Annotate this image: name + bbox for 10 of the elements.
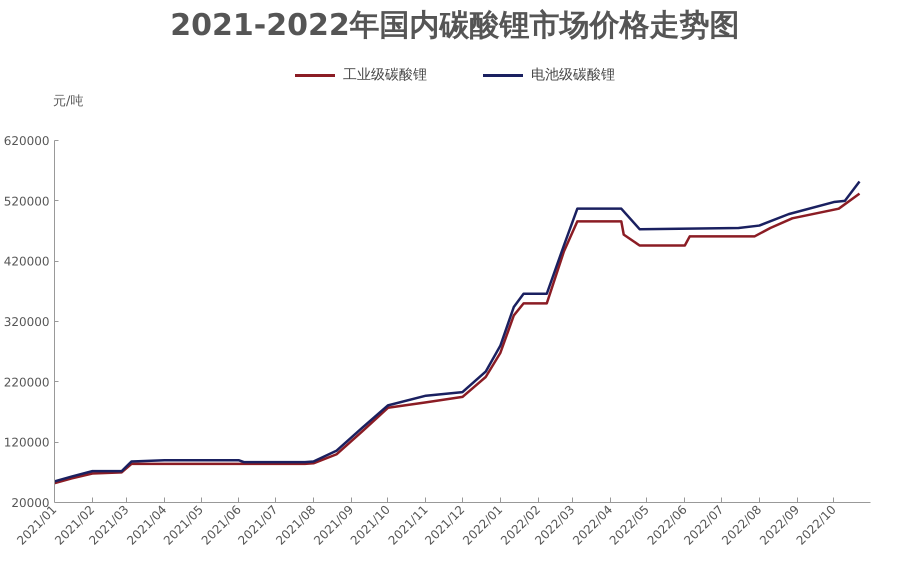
legend-item: 工业级碳酸锂 <box>295 65 427 85</box>
y-tick-label: 220000 <box>4 375 50 390</box>
chart-title: 2021-2022年国内碳酸锂市场价格走势图 <box>169 7 741 45</box>
y-tick-label: 520000 <box>4 194 50 208</box>
y-tick-label: 320000 <box>4 315 50 329</box>
y-tick-label: 120000 <box>4 436 50 450</box>
y-tick-label: 420000 <box>4 254 50 269</box>
y-tick-label: 620000 <box>4 134 50 148</box>
legend-item: 电池级碳酸锂 <box>483 65 615 85</box>
y-axis-title: 元/吨 <box>53 93 84 111</box>
